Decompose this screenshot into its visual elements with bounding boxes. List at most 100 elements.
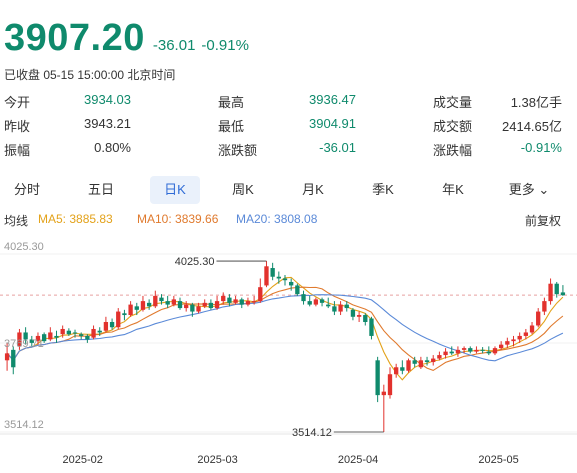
- y-axis-label: 3769.71: [4, 338, 44, 350]
- ma20-line: [6, 294, 564, 362]
- ma-legend: 均线 MA5: 3885.83 MA10: 3839.66 MA20: 3808…: [0, 212, 577, 230]
- candle-body: [202, 302, 207, 307]
- candle-body: [251, 301, 257, 303]
- stat-value: 0.80%: [94, 140, 131, 155]
- candle-body: [554, 283, 559, 295]
- candle-body: [406, 360, 411, 371]
- candle-body: [184, 304, 189, 309]
- candle-body: [276, 276, 281, 279]
- tab-more-label: 更多: [508, 182, 535, 197]
- candle-body: [313, 299, 319, 305]
- candle-body: [97, 330, 102, 333]
- candle-body: [165, 301, 170, 305]
- candle-body: [171, 299, 176, 305]
- candle-body: [122, 313, 127, 316]
- stat-row: 振幅 0.80% 涨跌额 -36.01 涨跌幅 -0.91%: [0, 140, 577, 164]
- stat-label: 最高: [218, 95, 245, 110]
- candle-body: [523, 332, 529, 336]
- stat-label: 最低: [218, 119, 245, 134]
- candle-body: [85, 335, 90, 340]
- stat-value: 3943.21: [84, 116, 131, 131]
- stat-label: 成交额: [433, 119, 473, 134]
- candle-body: [258, 287, 263, 302]
- tab-five-day[interactable]: 五日: [87, 182, 114, 197]
- stat-value: -0.91%: [520, 140, 562, 155]
- ma10-value: MA10: 3839.66: [137, 212, 219, 226]
- candle-body: [369, 318, 374, 336]
- candle-body: [431, 358, 436, 363]
- stat-value: 3904.91: [309, 116, 356, 131]
- candle-body: [560, 292, 566, 296]
- candle-body: [11, 349, 16, 368]
- market-status: 已收盘 05-15 15:00:00 北京时间: [4, 68, 176, 82]
- candle-body: [326, 304, 331, 307]
- candle-body: [295, 285, 300, 295]
- candle-body: [239, 299, 244, 305]
- candle-body: [233, 299, 238, 303]
- candle-body: [264, 266, 269, 286]
- candle-body: [227, 297, 232, 303]
- candle-body: [468, 348, 473, 352]
- y-axis-label: 4025.30: [4, 241, 44, 253]
- candle-body: [289, 281, 294, 286]
- candle-body: [128, 304, 133, 316]
- candle-body: [356, 315, 362, 317]
- stat-value: 3936.47: [309, 92, 356, 107]
- tab-intraday[interactable]: 分时: [13, 182, 40, 197]
- tab-weekly-k[interactable]: 周K: [232, 182, 254, 197]
- price-change: -36.01: [152, 37, 196, 54]
- stat-label: 振幅: [4, 143, 31, 158]
- candle-body: [375, 360, 380, 396]
- stat-row: 昨收 3943.21 最低 3904.91 成交额 2414.65亿: [0, 116, 577, 140]
- candle-body: [529, 325, 535, 333]
- candle-body: [424, 360, 430, 363]
- chevron-down-icon: ⌄: [534, 182, 550, 197]
- candle-body: [41, 334, 47, 342]
- stat-value: 3934.03: [84, 92, 131, 107]
- candle-body: [338, 304, 343, 312]
- candle-body: [196, 306, 201, 312]
- quote-header: 3907.20 -36.01 -0.91%: [4, 18, 249, 58]
- current-price: 3907.20: [4, 17, 145, 59]
- candle-body: [486, 351, 491, 354]
- candle-body: [363, 315, 368, 323]
- candle-body: [54, 335, 59, 338]
- candle-body: [412, 360, 417, 364]
- candle-body: [480, 349, 485, 351]
- candle-body: [103, 322, 109, 331]
- y-axis-label: 3514.12: [4, 419, 44, 431]
- candle-body: [548, 283, 553, 302]
- stat-value: -36.01: [319, 140, 356, 155]
- candle-body: [332, 306, 337, 312]
- low-annotation: 3514.12: [292, 427, 332, 439]
- candle-body: [146, 302, 152, 307]
- ma20-value: MA20: 3808.08: [236, 212, 318, 226]
- candle-body: [140, 301, 146, 310]
- candle-body: [542, 301, 547, 312]
- candle-body: [177, 301, 183, 309]
- candle-body: [319, 299, 325, 303]
- candle-body: [517, 335, 522, 340]
- candle-body: [449, 351, 454, 354]
- candle-body: [48, 332, 53, 340]
- candle-body: [79, 334, 84, 336]
- candle-body: [387, 374, 393, 396]
- candlestick-chart[interactable]: 4025.30 3769.71 3514.12 2025-02 2025-03 2025-…: [0, 236, 577, 473]
- tab-more[interactable]: 更多 ⌄: [500, 176, 558, 204]
- stat-label: 成交量: [433, 95, 473, 110]
- candle-body: [23, 332, 28, 340]
- tab-monthly-k[interactable]: 月K: [302, 182, 324, 197]
- candle-body: [344, 304, 349, 309]
- candle-body: [350, 309, 356, 317]
- candle-body: [437, 355, 442, 359]
- candle-body: [492, 348, 498, 354]
- tab-daily-k[interactable]: 日K: [150, 176, 200, 204]
- x-axis-label: 2025-05: [478, 454, 518, 466]
- candle-body: [190, 304, 195, 312]
- tab-quarterly-k[interactable]: 季K: [372, 182, 394, 197]
- candle-body: [443, 351, 448, 356]
- x-axis-label: 2025-03: [197, 454, 237, 466]
- adjust-mode-button[interactable]: 前复权: [524, 214, 561, 228]
- tab-yearly-k[interactable]: 年K: [442, 182, 464, 197]
- candle-body: [4, 353, 10, 361]
